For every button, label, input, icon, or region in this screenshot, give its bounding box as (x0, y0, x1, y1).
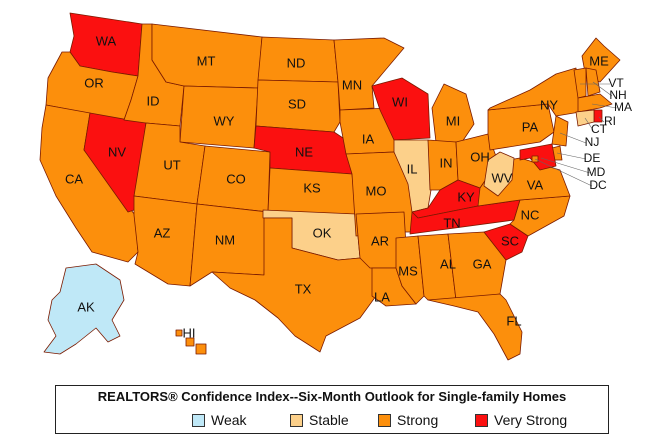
state-label-nv: NV (108, 144, 126, 159)
state-label-ma: MA (614, 100, 632, 114)
legend-swatch-weak (192, 413, 205, 427)
state-nj (551, 115, 569, 147)
legend-label-stable: Stable (309, 412, 349, 428)
state-label-nh: NH (609, 88, 626, 102)
state-label-ne: NE (295, 144, 313, 159)
state-label-ar: AR (371, 233, 389, 248)
state-label-ks: KS (303, 180, 321, 195)
legend-label-very-strong: Very Strong (494, 412, 568, 428)
state-label-ut: UT (163, 157, 180, 172)
legend-label-strong: Strong (397, 412, 439, 428)
state-label-nj: NJ (585, 135, 600, 149)
state-label-ny: NY (540, 97, 558, 112)
state-vt (573, 67, 587, 99)
leader-line-nh (592, 81, 613, 97)
state-label-de: DE (584, 151, 601, 165)
state-label-mt: MT (197, 53, 216, 68)
state-label-ri: RI (604, 114, 616, 128)
state-fl (427, 293, 523, 361)
legend-item-very-strong: Very Strong (475, 412, 567, 428)
state-label-sc: SC (501, 233, 519, 248)
state-label-or: OR (84, 75, 104, 90)
legend-swatch-strong (378, 413, 391, 427)
state-label-tn: TN (443, 215, 460, 230)
state-label-wi: WI (392, 94, 408, 109)
state-labels: WA OR CA NV ID MT WY UT AZ CO NM ND SD NE KS OK TX MN IA MO… (65, 33, 632, 340)
legend-swatch-stable (290, 413, 303, 427)
state-label-ca: CA (65, 171, 83, 186)
state-hi (175, 329, 207, 355)
state-sc (483, 223, 529, 261)
legend-item-strong: Strong (378, 412, 438, 428)
state-label-pa: PA (522, 119, 539, 134)
state-label-mo: MO (366, 183, 387, 198)
state-label-mi: MI (446, 113, 460, 128)
state-label-co: CO (226, 171, 246, 186)
state-label-il: IL (407, 161, 418, 176)
state-label-nm: NM (215, 232, 235, 247)
state-label-fl: FL (506, 313, 521, 328)
state-label-vt: VT (608, 76, 624, 90)
state-label-mn: MN (342, 77, 362, 92)
state-label-tx: TX (295, 281, 312, 296)
legend-item-stable: Stable (290, 412, 349, 428)
state-ma (577, 93, 613, 113)
leader-line-de (556, 152, 587, 160)
state-wi (371, 77, 431, 141)
state-wv (483, 151, 515, 197)
state-label-sd: SD (288, 96, 306, 111)
leader-lines (534, 81, 618, 187)
state-label-id: ID (147, 93, 160, 108)
state-label-ga: GA (473, 256, 492, 271)
state-sd (255, 79, 341, 133)
state-label-in: IN (440, 155, 453, 170)
state-label-nc: NC (521, 207, 540, 222)
state-mn (333, 37, 405, 111)
legend-label-weak: Weak (211, 412, 247, 428)
state-label-ct: CT (591, 122, 608, 136)
leader-line-ct (584, 117, 594, 131)
state-shapes (39, 12, 621, 361)
state-label-oh: OH (470, 149, 490, 164)
state-nc (509, 195, 571, 237)
leader-line-ri (598, 116, 605, 123)
state-label-md: MD (587, 165, 606, 179)
state-label-me: ME (589, 53, 609, 68)
state-label-va: VA (527, 177, 544, 192)
state-label-hi: HI (183, 325, 196, 340)
state-ak (43, 263, 125, 355)
state-label-ms: MS (398, 263, 418, 278)
legend-title: REALTORS® Confidence Index--Six-Month Ou… (97, 389, 567, 404)
state-label-la: LA (374, 289, 390, 304)
map-legend: REALTORS® Confidence Index--Six-Month Ou… (55, 385, 609, 434)
state-label-ak: AK (77, 299, 95, 314)
state-label-dc: DC (589, 178, 607, 192)
state-tx (211, 217, 377, 353)
state-ri (593, 109, 603, 123)
state-label-wa: WA (96, 33, 117, 48)
state-label-ky: KY (457, 189, 475, 204)
state-ga (447, 231, 507, 301)
state-label-al: AL (440, 256, 456, 271)
leader-line-ma (591, 103, 618, 109)
state-label-nd: ND (287, 55, 306, 70)
state-label-ia: IA (362, 131, 375, 146)
state-label-wv: WV (492, 170, 513, 185)
leader-line-nj (559, 132, 587, 144)
state-label-wy: WY (214, 113, 235, 128)
state-az (133, 195, 198, 287)
leader-line-md (540, 157, 591, 174)
state-label-ok: OK (313, 225, 332, 240)
legend-item-weak: Weak (192, 412, 247, 428)
leader-line-dc (534, 158, 593, 187)
legend-swatch-very-strong (475, 413, 488, 427)
state-label-az: AZ (154, 225, 171, 240)
